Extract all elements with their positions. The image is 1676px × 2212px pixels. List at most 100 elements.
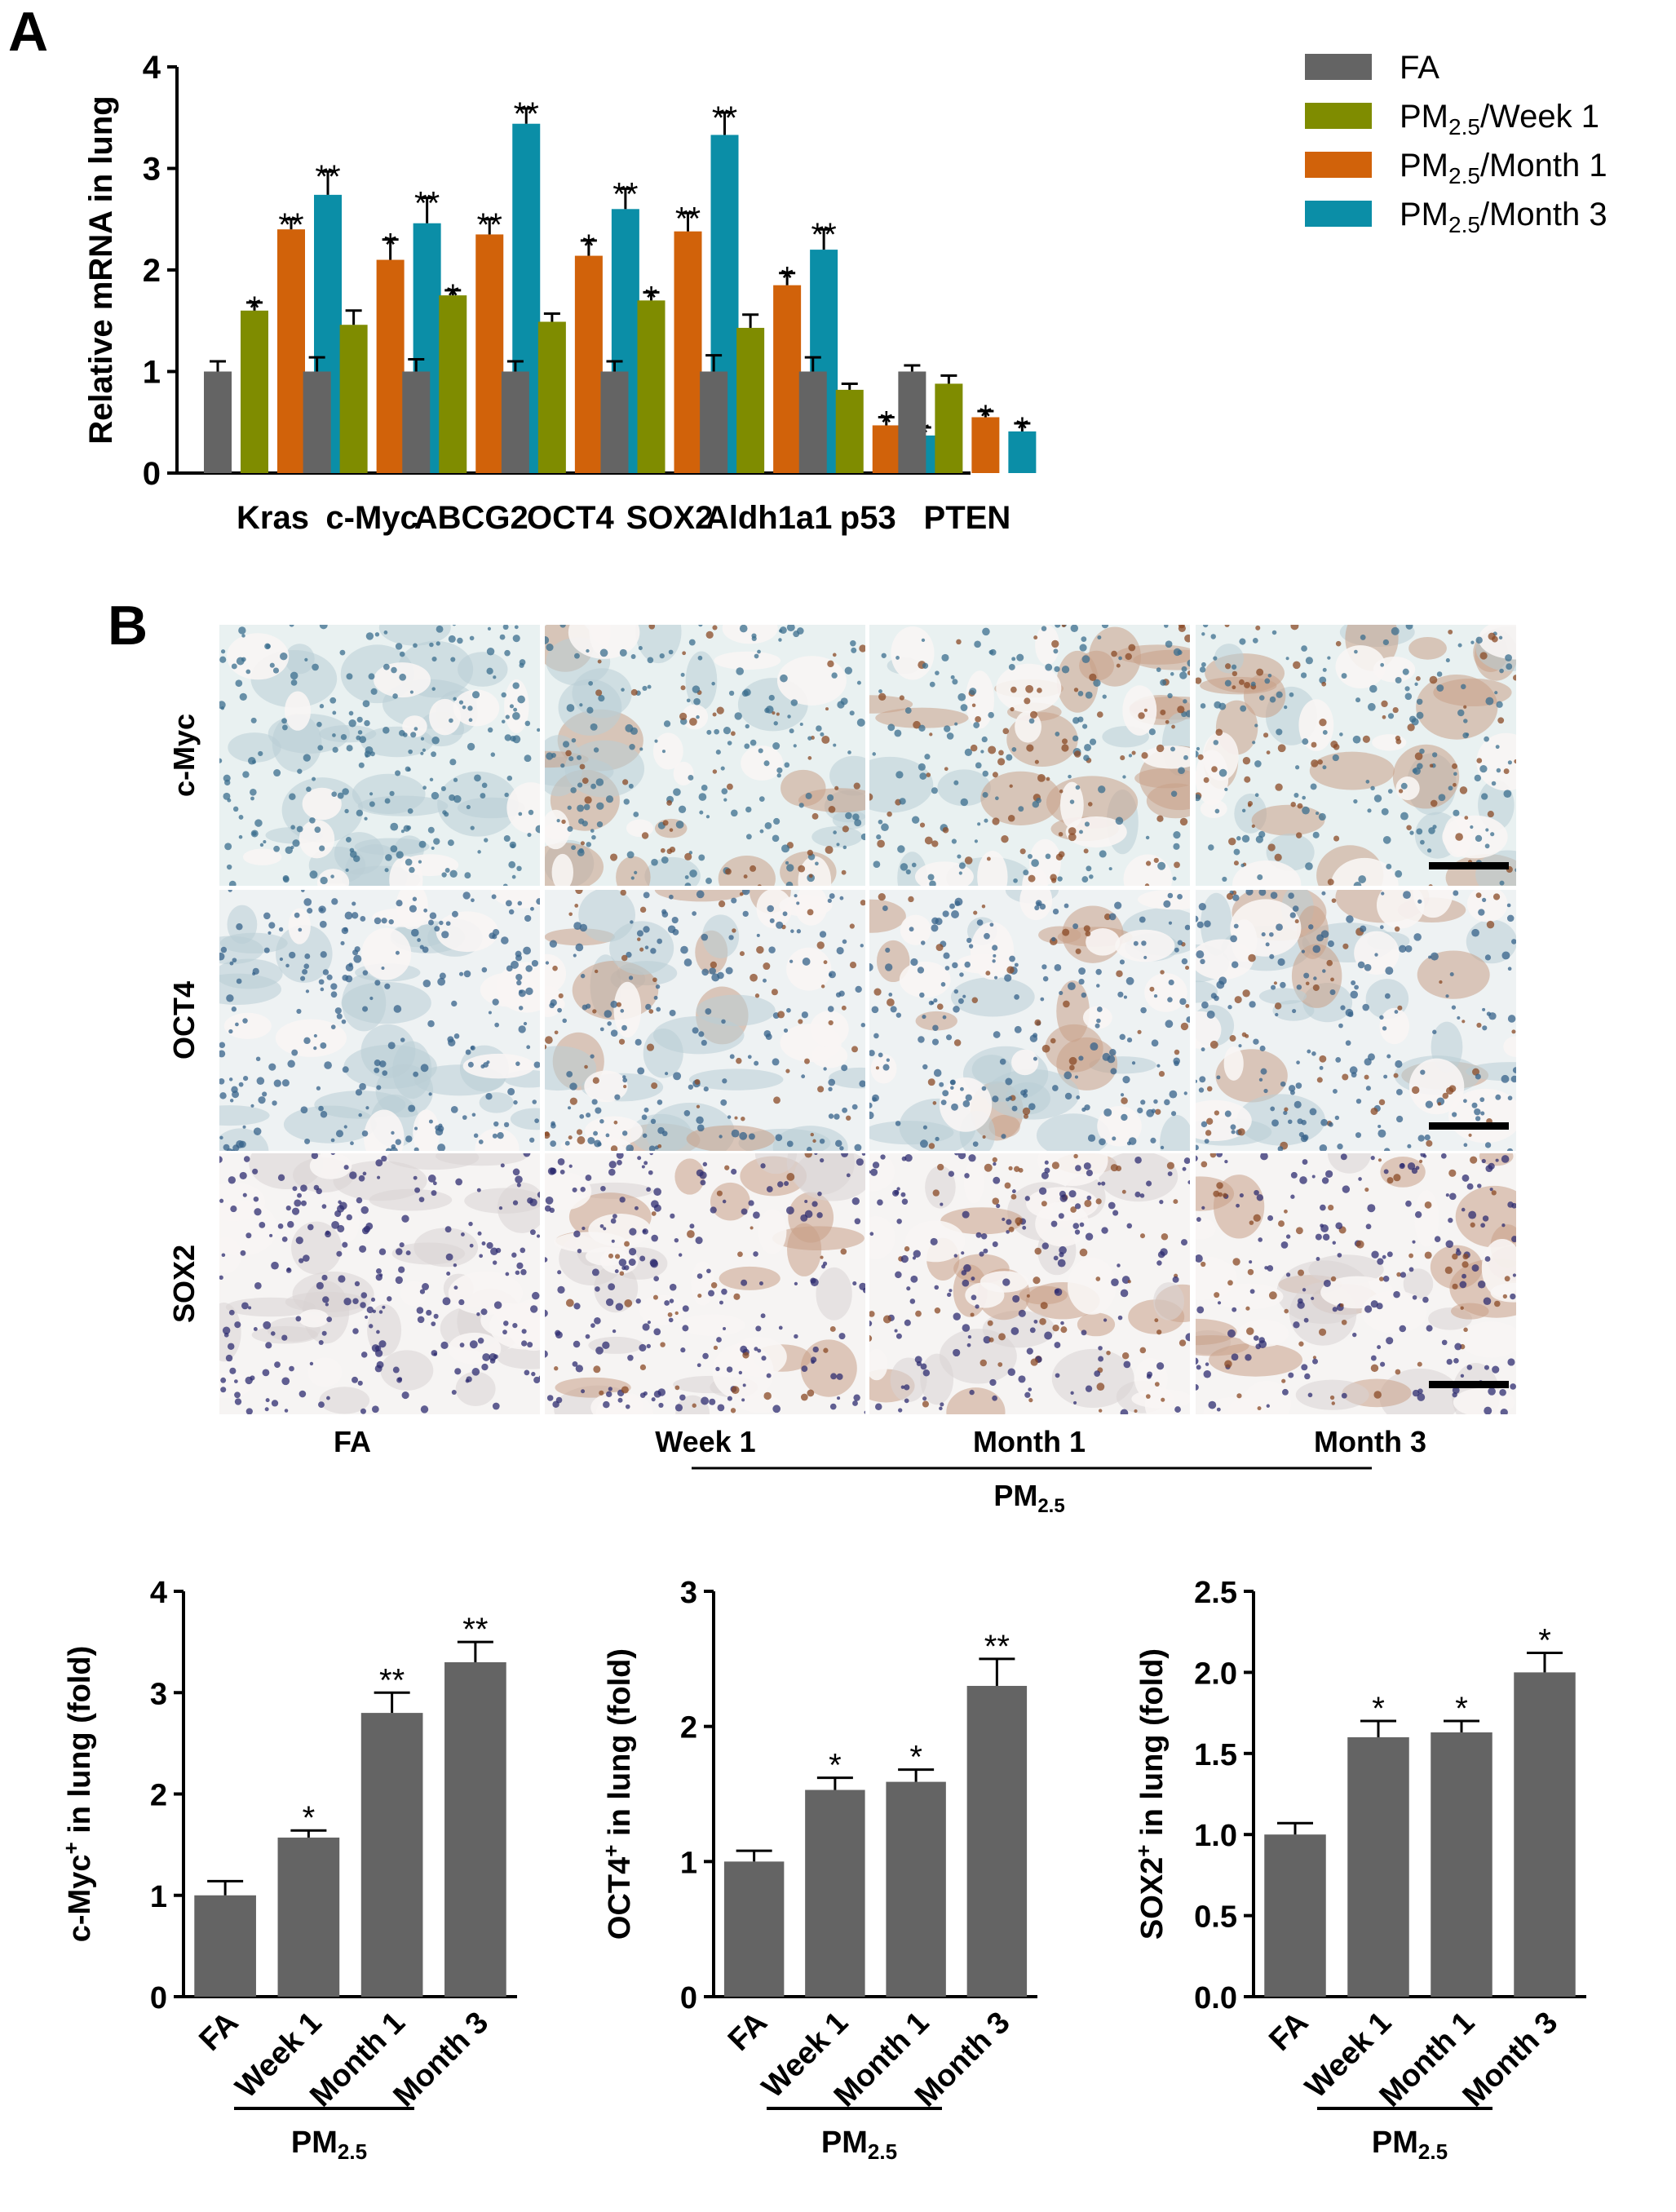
significance-mark: **	[278, 207, 303, 243]
bar-kras-fa	[204, 371, 232, 473]
panel-label-b: B	[108, 595, 148, 657]
significance-mark: **	[712, 100, 737, 136]
bar-abcg2-pm2-5-month-1	[475, 234, 504, 473]
row-label-c-myc: c-Myc	[167, 714, 201, 797]
significance-mark: *	[303, 1800, 316, 1836]
bar-fa	[194, 1895, 256, 1997]
y-tick-label: 0	[680, 1981, 697, 2015]
x-tick-label-c-myc: c-Myc	[325, 500, 418, 536]
micrograph-oct4-month-1	[868, 888, 1192, 1152]
micrograph-oct4-fa	[218, 888, 542, 1152]
micrograph-c-myc-week-1	[543, 623, 867, 887]
micrograph-c-myc-fa	[218, 623, 542, 887]
y-tick-label: 1	[150, 1880, 167, 1914]
y-tick-label: 2	[143, 253, 161, 289]
significance-mark: *	[829, 1748, 842, 1784]
scale-bar	[1429, 1122, 1509, 1130]
significance-mark: **	[675, 201, 701, 237]
significance-mark: **	[379, 1662, 405, 1698]
bar-sox2-fa	[600, 371, 629, 473]
column-label-month-3: Month 3	[1314, 1425, 1426, 1458]
bar-week-1	[277, 1837, 340, 1997]
micrograph-sox2-month-1	[868, 1152, 1192, 1416]
bar-p53-pm2-5-week-1	[835, 389, 864, 473]
y-tick-label: 4	[150, 1576, 167, 1610]
y-tick-label: 2	[680, 1711, 697, 1745]
column-label-month-1: Month 1	[973, 1425, 1086, 1458]
micrograph-grid: c-Myc OCT4 SOX2 FA Week 1 Month 1 Month 3 PM2.5	[167, 623, 1518, 1517]
group-label-pm25: PM2.5	[993, 1479, 1064, 1517]
panel-label-a: A	[8, 1, 48, 63]
y-axis-title: SOX2+ in lung (fold)	[1131, 1648, 1170, 1940]
bar-kras-pm2-5-month-1	[277, 229, 305, 473]
x-tick-label-pten: PTEN	[924, 500, 1011, 536]
bar-c-myc-pm2-5-month-1	[376, 259, 405, 473]
bar-month-3	[1514, 1672, 1576, 1997]
bar-c-myc-pm2-5-week-1	[339, 325, 368, 473]
significance-mark: *	[446, 278, 459, 314]
legend-swatch-pm2-5-week-1	[1305, 103, 1372, 129]
legend-label-pm2-5-week-1: PM2.5/Week 1	[1400, 99, 1599, 139]
bar-month-3	[966, 1685, 1028, 1997]
group-label-pm25: PM2.5	[291, 2126, 367, 2164]
y-tick-label: 3	[150, 1677, 167, 1711]
y-tick-label: 1.0	[1194, 1819, 1237, 1853]
row-label-oct4: OCT4	[167, 981, 201, 1060]
significance-mark: *	[248, 290, 261, 326]
significance-mark: *	[1372, 1691, 1385, 1727]
bar-oct4-fa	[501, 371, 529, 473]
significance-mark: *	[781, 261, 794, 297]
bar-pten-pm2-5-month-1	[971, 417, 1000, 473]
significance-mark: **	[477, 207, 502, 243]
column-label-fa: FA	[334, 1425, 371, 1458]
scale-bar	[1429, 862, 1509, 869]
bar-pten-pm2-5-month-3	[1008, 431, 1037, 473]
bar-fa	[723, 1861, 785, 1997]
bar-abcg2-pm2-5-week-1	[439, 295, 467, 473]
significance-mark: *	[980, 399, 993, 435]
bar-sox2-pm2-5-week-1	[637, 300, 666, 473]
micrograph-oct4-week-1	[543, 888, 867, 1152]
significance-mark: **	[315, 159, 340, 195]
significance-mark: *	[1455, 1691, 1468, 1727]
y-tick-label: 2.5	[1194, 1576, 1237, 1610]
y-tick-label: 4	[143, 50, 161, 86]
micrograph-c-myc-month-3	[1194, 623, 1518, 887]
bar-month-1	[360, 1713, 423, 1997]
micrograph-sox2-week-1	[543, 1152, 867, 1416]
micrograph-c-myc-month-1	[868, 623, 1192, 887]
y-tick-label: 1	[143, 355, 161, 391]
bar-month-1	[1431, 1732, 1492, 1997]
bar-aldh1a1-pm2-5-week-1	[736, 327, 765, 473]
y-tick-label: 1.5	[1194, 1738, 1237, 1772]
x-tick-label-kras: Kras	[237, 500, 309, 536]
y-tick-label: 1	[680, 1846, 697, 1880]
bar-oct4-pm2-5-month-1	[574, 255, 603, 473]
significance-mark: *	[384, 228, 397, 263]
micrograph-oct4-month-3	[1194, 888, 1518, 1152]
y-tick-label: 3	[680, 1576, 697, 1610]
y-tick-label: 2.0	[1194, 1657, 1237, 1691]
significance-mark: **	[414, 186, 440, 222]
y-tick-label: 0	[150, 1981, 167, 2015]
significance-mark: *	[909, 1740, 922, 1776]
column-label-week-1: Week 1	[655, 1425, 755, 1458]
x-tick-label-aldh1a1: Aldh1a1	[705, 500, 833, 536]
significance-mark: **	[811, 217, 837, 253]
bar-month-1	[886, 1781, 946, 1997]
y-tick-label: 0.0	[1194, 1981, 1237, 2015]
x-tick-label-sox2: SOX2	[626, 500, 714, 536]
significance-mark: *	[880, 405, 893, 441]
bar-kras-pm2-5-week-1	[241, 310, 268, 473]
x-tick-label-oct4: OCT4	[527, 500, 614, 536]
bar-p53-pm2-5-month-1	[872, 425, 900, 473]
y-tick-label: 3	[143, 152, 161, 188]
bar-week-1	[1347, 1736, 1409, 1997]
bar-abcg2-fa	[402, 371, 431, 473]
legend-swatch-pm2-5-month-1	[1305, 152, 1372, 178]
y-axis-title: Relative mRNA in lung	[83, 95, 119, 444]
significance-mark: *	[645, 280, 658, 316]
legend-label-pm2-5-month-3: PM2.5/Month 3	[1400, 197, 1607, 237]
significance-mark: *	[1016, 411, 1029, 447]
